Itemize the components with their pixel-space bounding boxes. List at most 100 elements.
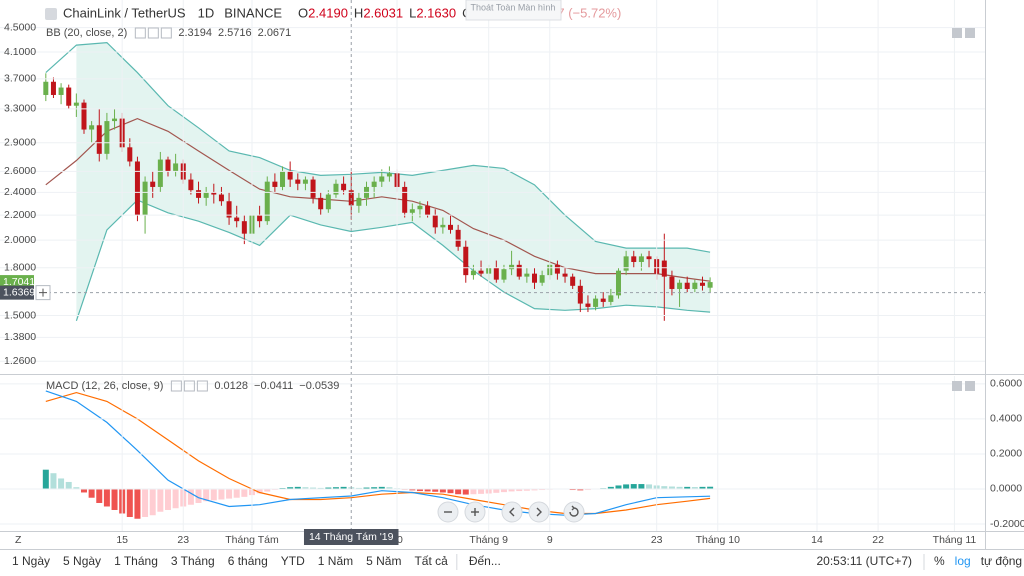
histogram-bar bbox=[577, 488, 584, 491]
range-button[interactable]: Tất cả bbox=[414, 554, 448, 568]
candle-body bbox=[348, 190, 354, 206]
range-button[interactable]: 1 Ngày bbox=[12, 554, 50, 568]
histogram-bar bbox=[432, 488, 439, 492]
candle-body bbox=[379, 176, 385, 182]
histogram-bar bbox=[157, 488, 164, 512]
candle-body bbox=[173, 163, 179, 172]
legend-button[interactable] bbox=[196, 380, 208, 392]
histogram-bar bbox=[447, 488, 454, 494]
y-tick-label: 1.2600 bbox=[4, 355, 36, 367]
histogram-bar bbox=[172, 488, 179, 509]
candle-body bbox=[134, 161, 140, 216]
x-tick-label: 9 bbox=[547, 534, 553, 546]
histogram-bar bbox=[516, 488, 523, 492]
band-fill bbox=[76, 42, 711, 321]
histogram-bar bbox=[684, 486, 691, 489]
legend-button[interactable] bbox=[170, 380, 182, 392]
histogram-bar bbox=[531, 488, 538, 491]
histogram-bar bbox=[103, 488, 110, 507]
candle-body bbox=[272, 181, 278, 187]
range-button[interactable]: 5 Năm bbox=[366, 554, 401, 568]
histogram-bar bbox=[111, 488, 118, 510]
candle-body bbox=[104, 121, 110, 154]
legend-button[interactable] bbox=[134, 27, 146, 39]
x-tick-label: 22 bbox=[872, 534, 884, 546]
histogram-bar bbox=[615, 485, 622, 489]
goto-button[interactable]: Đến... bbox=[469, 554, 501, 568]
ohlc-value: 2.4190 bbox=[308, 5, 348, 20]
candle-body bbox=[280, 171, 286, 187]
x-tick-label: 14 bbox=[811, 534, 823, 546]
candle-body bbox=[463, 246, 469, 276]
histogram-bar bbox=[508, 488, 515, 492]
candle-body bbox=[96, 125, 102, 154]
candle-body bbox=[440, 224, 446, 228]
candle-body bbox=[318, 197, 324, 210]
legend-button[interactable] bbox=[160, 27, 172, 39]
histogram-bar bbox=[386, 487, 393, 489]
scroll-left-button[interactable] bbox=[501, 501, 523, 523]
candle-body bbox=[692, 282, 698, 289]
x-tick-label: 23 bbox=[651, 534, 663, 546]
basis-line bbox=[45, 117, 711, 282]
exchange: BINANCE bbox=[224, 5, 282, 20]
histogram-bar bbox=[241, 488, 248, 497]
range-button[interactable]: 1 Năm bbox=[318, 554, 353, 568]
ohlc-key: H bbox=[354, 5, 363, 20]
pane-maximize-button[interactable] bbox=[965, 28, 975, 38]
reset-button[interactable] bbox=[563, 501, 585, 523]
candle-body bbox=[58, 87, 64, 95]
scale-option[interactable]: tự động bbox=[981, 554, 1022, 568]
candle-body bbox=[157, 159, 163, 187]
range-button[interactable]: 5 Ngày bbox=[63, 554, 101, 568]
histogram-bar bbox=[310, 487, 317, 489]
y-tick-label: 4.5000 bbox=[4, 21, 36, 33]
candle-body bbox=[669, 276, 675, 289]
pane-down-button[interactable] bbox=[965, 381, 975, 391]
scale-option[interactable]: log bbox=[955, 554, 971, 568]
histogram-bar bbox=[226, 488, 233, 499]
pane-up-button[interactable] bbox=[952, 381, 962, 391]
y-tick-label: 2.2000 bbox=[4, 209, 36, 221]
histogram-bar bbox=[500, 488, 507, 493]
histogram-bar bbox=[233, 488, 240, 498]
candle-body bbox=[287, 171, 293, 180]
histogram-bar bbox=[371, 487, 378, 489]
indicator-value: 0.0128 bbox=[214, 380, 248, 392]
frame bbox=[0, 0, 1024, 550]
histogram-bar bbox=[607, 486, 614, 489]
scroll-right-button[interactable] bbox=[528, 501, 550, 523]
candle-body bbox=[218, 194, 224, 202]
histogram-bar bbox=[470, 488, 477, 495]
histogram-bar bbox=[424, 488, 431, 492]
scale-option[interactable]: % bbox=[934, 554, 945, 568]
candle-body bbox=[455, 229, 461, 247]
candle-body bbox=[585, 303, 591, 307]
histogram-bar bbox=[256, 488, 263, 494]
plus-icon bbox=[39, 288, 47, 297]
histogram-bar bbox=[363, 487, 370, 489]
candle-body bbox=[554, 264, 560, 274]
symbol-icon[interactable] bbox=[45, 8, 57, 20]
range-button[interactable]: 1 Tháng bbox=[114, 554, 158, 568]
legend-button[interactable] bbox=[147, 27, 159, 39]
y-tick-label: 0.2000 bbox=[990, 448, 1022, 460]
indicator-value: 2.0671 bbox=[258, 27, 292, 39]
y-tick-label: 0.0000 bbox=[990, 483, 1022, 495]
histogram-bar bbox=[287, 487, 294, 489]
y-tick-label: 0.4000 bbox=[990, 413, 1022, 425]
histogram-bar bbox=[195, 488, 202, 503]
range-button[interactable]: 6 tháng bbox=[228, 554, 268, 568]
range-button[interactable]: YTD bbox=[281, 554, 305, 568]
candle-body bbox=[150, 181, 156, 187]
candle-body bbox=[539, 275, 545, 283]
candle-body bbox=[50, 81, 56, 95]
legend-button[interactable] bbox=[183, 380, 195, 392]
histogram-bar bbox=[355, 487, 362, 489]
x-tick-label: Tháng 10 bbox=[696, 534, 741, 546]
y-tick-label: 4.1000 bbox=[4, 46, 36, 58]
pane-up-button[interactable] bbox=[952, 28, 962, 38]
corner-label: Z bbox=[15, 534, 22, 546]
range-button[interactable]: 3 Tháng bbox=[171, 554, 215, 568]
